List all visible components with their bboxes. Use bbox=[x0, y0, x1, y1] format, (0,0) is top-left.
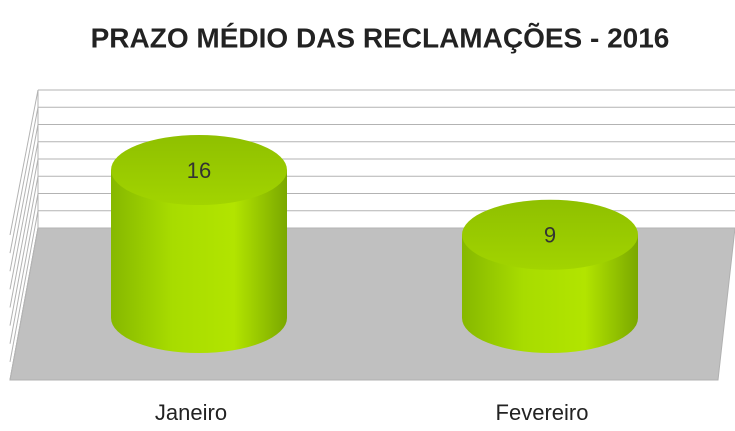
grid-line bbox=[9, 227, 39, 381]
grid-line bbox=[9, 107, 39, 254]
grid-line bbox=[9, 176, 39, 326]
grid-line bbox=[9, 158, 39, 308]
x-tick-label: Janeiro bbox=[155, 400, 227, 425]
bar bbox=[462, 199, 638, 353]
grid-line bbox=[9, 141, 39, 290]
grid-line bbox=[9, 89, 39, 236]
bar-body bbox=[111, 170, 287, 353]
bar-top bbox=[462, 199, 638, 270]
value-label: 16 bbox=[187, 158, 211, 183]
grid-line bbox=[9, 124, 39, 272]
chart-title: PRAZO MÉDIO DAS RECLAMAÇÕES - 2016 bbox=[91, 22, 670, 53]
bar bbox=[111, 135, 287, 353]
bar-top bbox=[111, 135, 287, 205]
x-tick-label: Fevereiro bbox=[496, 400, 589, 425]
grid-line bbox=[9, 193, 39, 344]
grid-line bbox=[9, 210, 39, 362]
value-label: 9 bbox=[544, 223, 556, 248]
